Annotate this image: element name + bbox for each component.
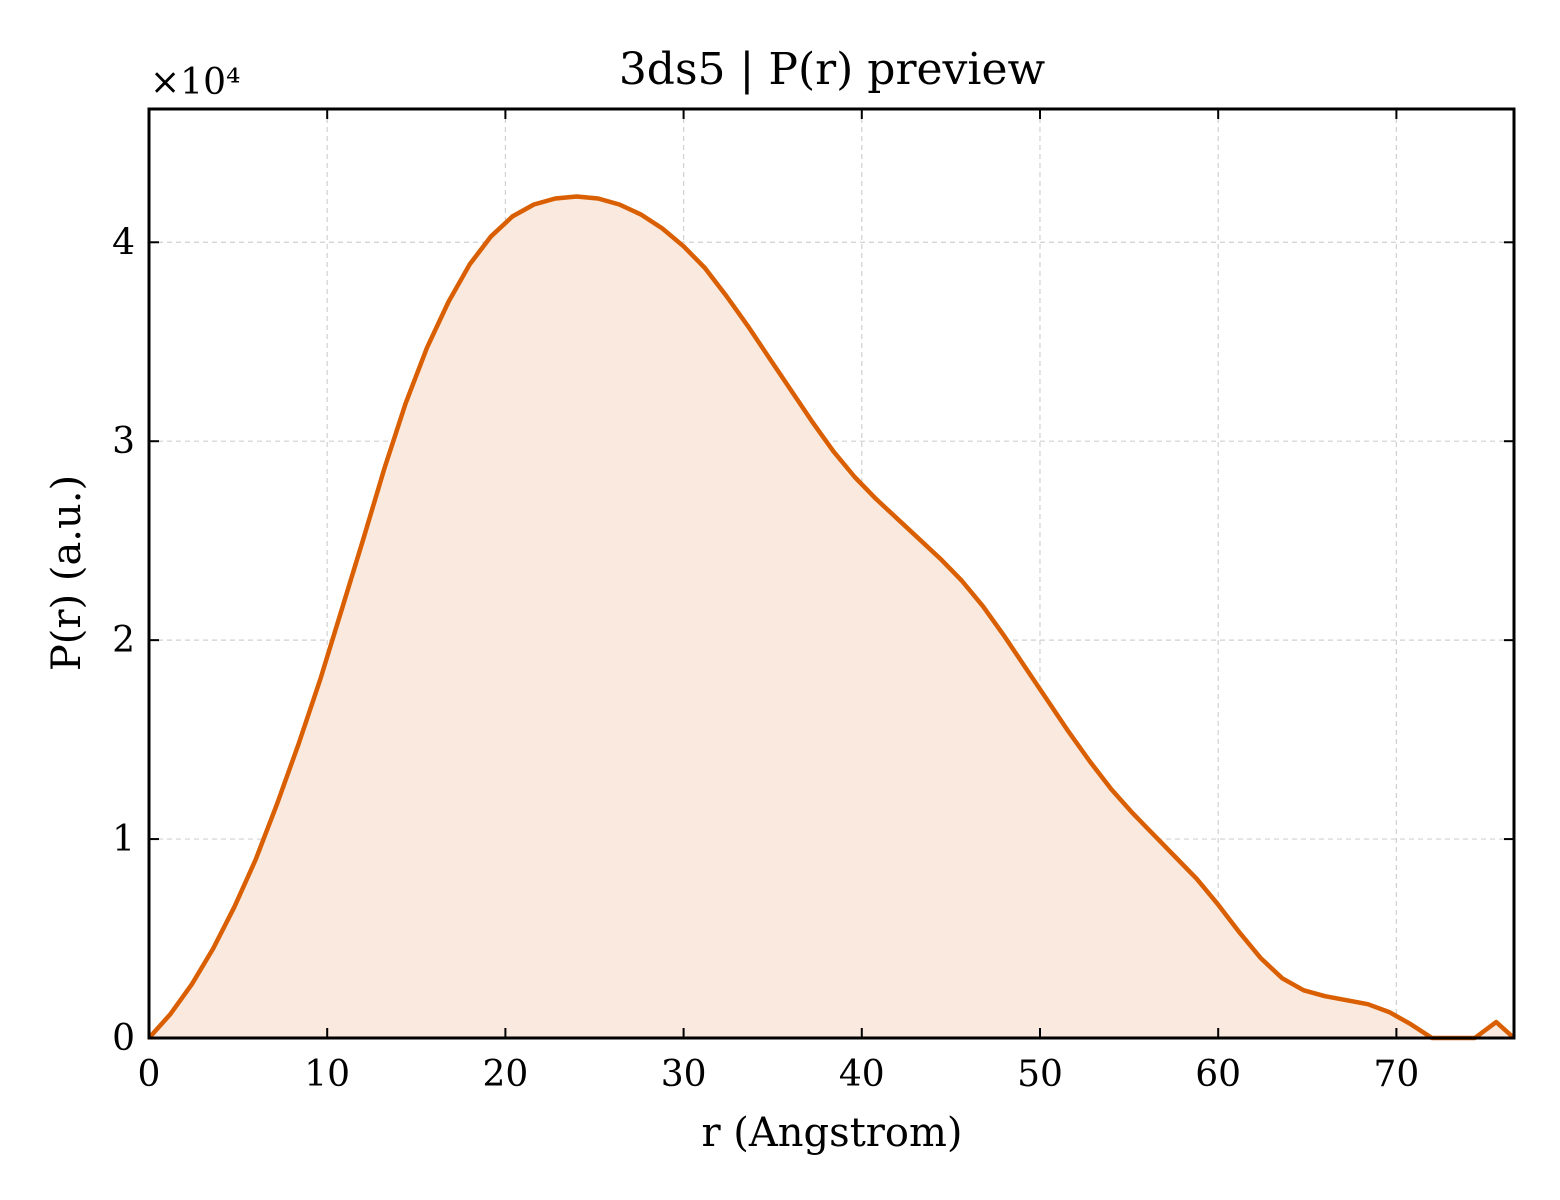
pr-data-line bbox=[147, 194, 1516, 1041]
x-axis-label: r (Angstrom) bbox=[701, 1110, 962, 1156]
y-axis-label: P(r) (a.u.) bbox=[44, 475, 90, 671]
x-tick-label: 30 bbox=[661, 1054, 707, 1095]
x-tick-label: 50 bbox=[1017, 1054, 1063, 1095]
y-tick-label: 1 bbox=[112, 819, 135, 860]
y-tick-label: 0 bbox=[112, 1018, 135, 1059]
pr-area-fill bbox=[149, 196, 1514, 1038]
y-tick-label: 2 bbox=[112, 620, 135, 661]
x-tick-label: 70 bbox=[1373, 1054, 1419, 1095]
x-tick-label: 20 bbox=[482, 1054, 528, 1095]
ticks-layer: 0 10 20 30 40 50 60 70 0 1 2 3 4 bbox=[112, 109, 1514, 1095]
x-tick-label: 60 bbox=[1195, 1054, 1241, 1095]
x-tick-label: 40 bbox=[839, 1054, 885, 1095]
y-tick-label: 3 bbox=[112, 421, 135, 462]
y-tick-label: 4 bbox=[112, 222, 135, 263]
x-tick-label: 0 bbox=[138, 1054, 161, 1095]
chart-title: 3ds5 | P(r) preview bbox=[619, 44, 1046, 95]
y-offset-label: ×10⁴ bbox=[150, 62, 240, 103]
x-tick-label: 10 bbox=[304, 1054, 350, 1095]
plot-frame bbox=[147, 107, 1516, 1040]
